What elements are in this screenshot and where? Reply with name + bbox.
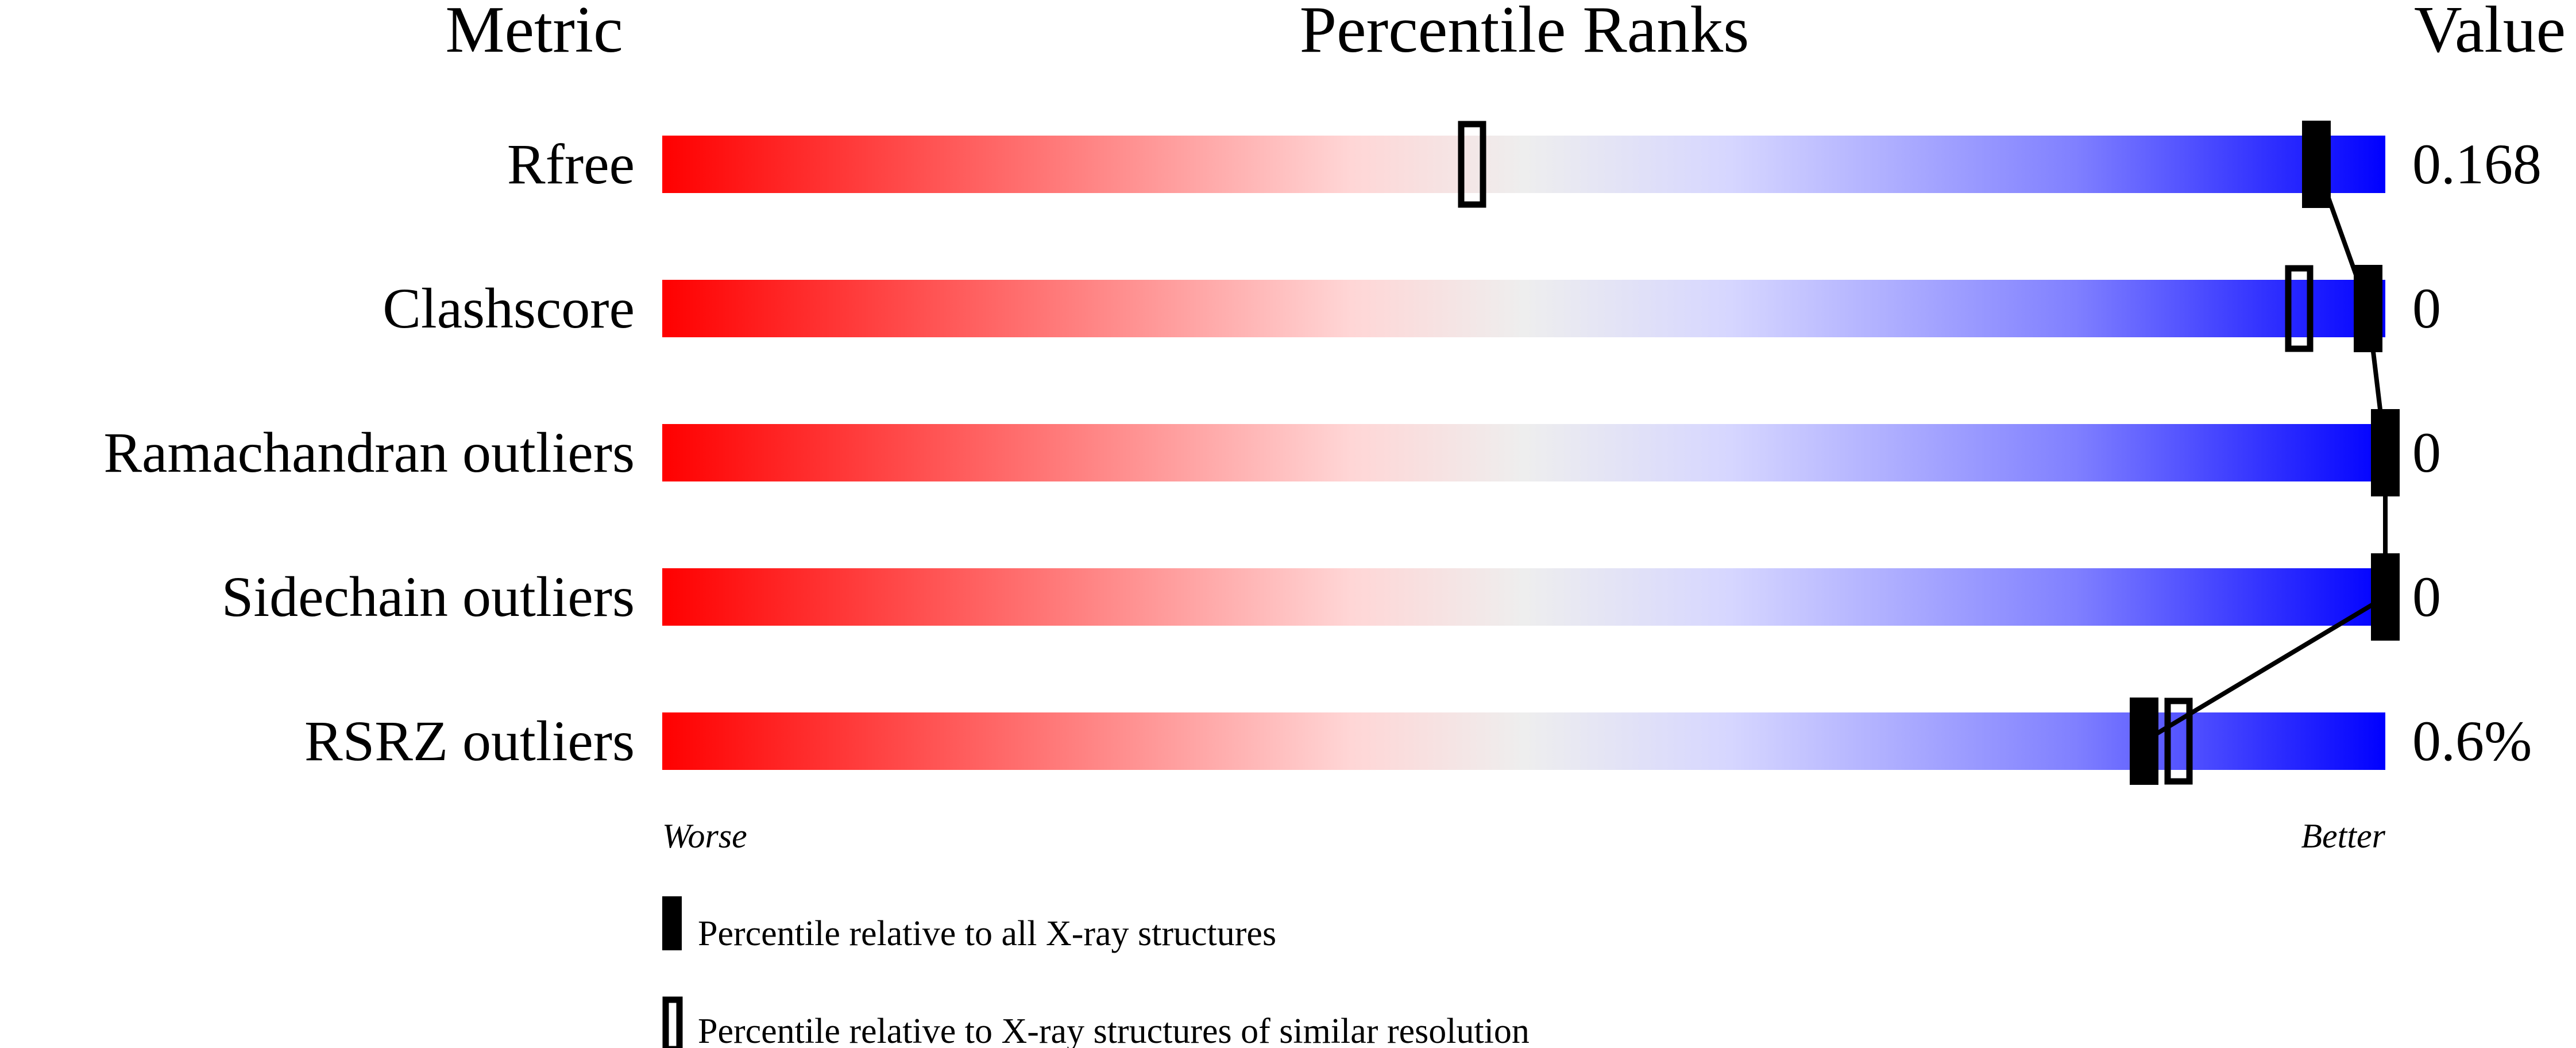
similar-resolution-marker <box>2285 265 2314 352</box>
legend-filled-label: Percentile relative to all X-ray structu… <box>698 914 1276 953</box>
metric-label: Sidechain outliers <box>222 565 635 629</box>
all-xray-marker <box>2371 553 2400 641</box>
axis-label-better: Better <box>2301 817 2385 855</box>
metric-label: RSRZ outliers <box>304 709 635 773</box>
header-value: Value <box>2414 0 2566 67</box>
axis-label-worse: Worse <box>662 817 747 855</box>
connector-line <box>2142 595 2387 743</box>
legend-open-label: Percentile relative to X-ray structures … <box>698 1012 1530 1048</box>
metric-row: Clashscore 0 <box>383 276 2441 340</box>
metric-value: 0 <box>2412 565 2441 629</box>
percentile-bar <box>662 424 2385 481</box>
metric-label: Ramachandran outliers <box>103 421 635 484</box>
metric-value: 0.6% <box>2412 709 2532 773</box>
all-xray-marker <box>2371 409 2400 496</box>
legend-filled-marker <box>662 896 682 950</box>
metric-row: Ramachandran outliers 0 <box>103 421 2441 484</box>
metric-label: Rfree <box>507 132 635 196</box>
all-xray-marker <box>2354 265 2382 352</box>
metric-value: 0 <box>2412 276 2441 340</box>
similar-resolution-marker <box>1458 121 1486 208</box>
percentile-bar <box>662 568 2385 626</box>
header-percentile-ranks: Percentile Ranks <box>1300 0 1749 67</box>
percentile-bar <box>662 712 2385 770</box>
metric-row: RSRZ outliers 0.6% <box>304 709 2532 773</box>
metric-row: Rfree 0.168 <box>507 132 2542 196</box>
metric-value: 0 <box>2412 421 2441 484</box>
similar-resolution-marker <box>2164 698 2193 785</box>
percentile-bar <box>662 136 2385 193</box>
all-xray-marker <box>2130 698 2158 785</box>
metric-value: 0.168 <box>2412 132 2542 196</box>
legend-open-marker <box>662 996 683 1048</box>
all-xray-marker <box>2302 121 2331 208</box>
header-metric: Metric <box>445 0 623 67</box>
metric-label: Clashscore <box>383 276 635 340</box>
metric-row: Sidechain outliers 0 <box>222 565 2441 629</box>
percentile-bar <box>662 280 2385 337</box>
